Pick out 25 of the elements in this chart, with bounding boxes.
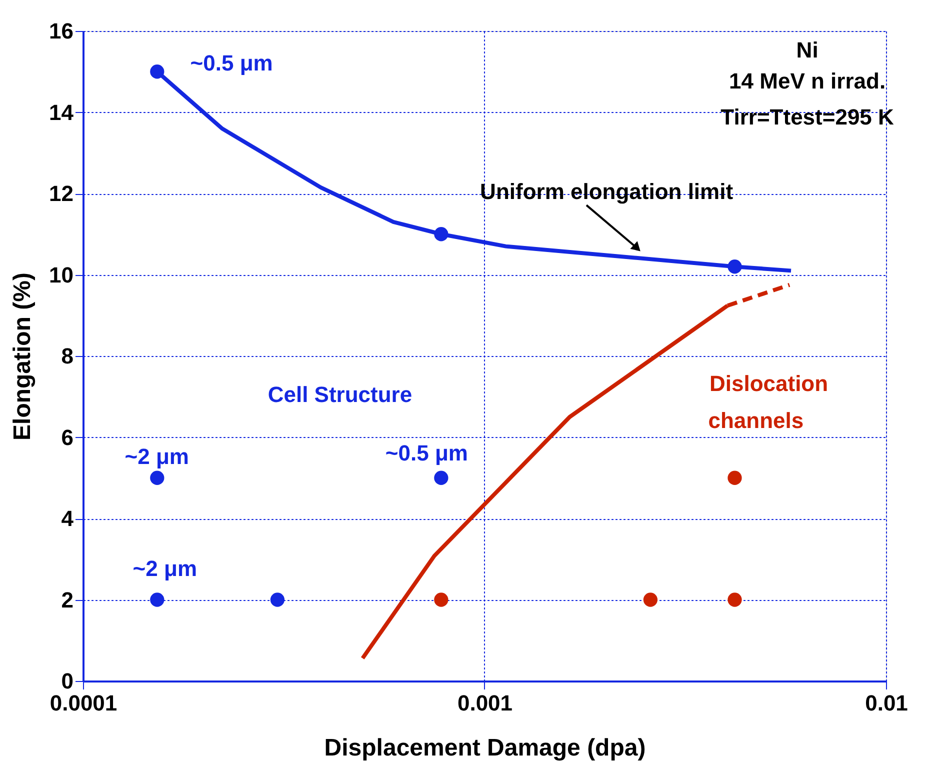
y-tick-label: 16: [49, 18, 74, 44]
annotation: ~2 μm: [132, 556, 198, 582]
x-tick-label: 0.0001: [50, 690, 118, 716]
annotation: ~0.5 μm: [385, 440, 468, 466]
annotation: Tirr=Ttest=295 K: [720, 104, 894, 130]
y-tick-label: 2: [61, 587, 74, 612]
x-axis-title: Displacement Damage (dpa): [324, 734, 646, 762]
x-tick-label: 0.001: [457, 690, 513, 716]
y-tick-label: 4: [61, 506, 74, 531]
annotation: channels: [708, 408, 804, 433]
y-tick-label: 6: [61, 424, 74, 450]
annotation: 14 MeV n irrad.: [729, 68, 886, 94]
y-axis-title: Elongation (%): [9, 272, 36, 440]
annotation: Dislocation: [709, 370, 828, 396]
y-tick-label: 14: [49, 100, 74, 125]
annotation: ~0.5 μm: [190, 50, 273, 76]
y-tick-label: 10: [49, 262, 74, 288]
annotation: Ni: [796, 38, 818, 62]
annotation: ~2 μm: [124, 444, 189, 469]
y-tick-label: 12: [49, 181, 74, 206]
annotation: Uniform elongation limit: [480, 179, 734, 204]
annotation: Cell Structure: [268, 382, 412, 407]
y-tick-label: 8: [61, 344, 74, 368]
x-tick-label: 0.01: [865, 690, 908, 716]
y-tick-label: 0: [61, 668, 74, 694]
